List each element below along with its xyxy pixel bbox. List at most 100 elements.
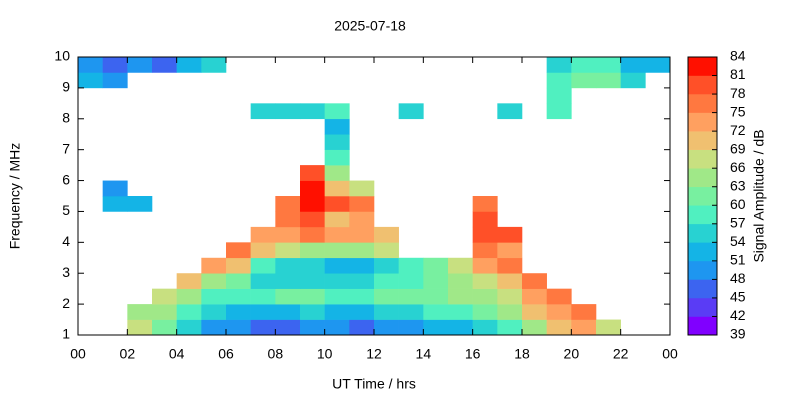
y-tick-label: 10 <box>54 48 70 64</box>
heat-cell <box>571 304 597 320</box>
heat-cell <box>324 319 350 336</box>
heat-cell <box>596 319 621 336</box>
heat-cell <box>620 57 646 73</box>
heat-cell <box>275 319 301 336</box>
heat-cell <box>300 196 325 212</box>
heat-cell <box>201 57 227 73</box>
colorbar-tick-label: 69 <box>730 140 746 156</box>
heat-cell <box>226 319 251 336</box>
heat-cell <box>472 257 498 274</box>
heat-cell <box>127 57 153 73</box>
colorbar-band <box>688 223 717 243</box>
heat-cell <box>300 103 325 120</box>
colorbar-tick-label: 48 <box>730 270 746 286</box>
heat-cell <box>423 304 449 320</box>
heat-cell <box>250 304 276 320</box>
y-tick-label: 6 <box>62 171 70 187</box>
heat-cell <box>398 257 424 274</box>
heat-cell <box>275 211 301 228</box>
heat-cell <box>127 304 153 320</box>
colorbar-tick-label: 63 <box>730 177 746 193</box>
heat-cell <box>497 257 523 274</box>
heat-cell <box>226 304 251 320</box>
heat-cell <box>300 304 325 320</box>
colorbar-band <box>688 260 717 280</box>
y-axis-label: Frequency / MHz <box>7 143 23 250</box>
x-tick-label: 12 <box>366 346 382 362</box>
heat-cell <box>127 319 153 336</box>
heat-cell <box>349 196 375 212</box>
heat-cell <box>522 304 547 320</box>
y-tick-label: 3 <box>62 264 70 280</box>
heat-cell <box>374 242 399 259</box>
heat-cell <box>423 273 449 289</box>
heat-cell <box>546 319 572 336</box>
heat-cell <box>250 319 276 336</box>
heat-cell <box>102 180 128 197</box>
heat-cell <box>349 242 375 259</box>
heat-cell <box>374 304 399 320</box>
heat-cell <box>324 226 350 243</box>
heat-cell <box>546 304 572 320</box>
heat-cell <box>423 257 449 274</box>
heat-cell <box>497 288 523 305</box>
heat-cell <box>472 196 498 212</box>
y-tick-label: 2 <box>62 295 70 311</box>
heat-cell <box>324 242 350 259</box>
heat-cell <box>472 288 498 305</box>
heat-cell <box>176 319 202 336</box>
x-tick-label: 00 <box>662 346 678 362</box>
heat-cell <box>102 196 128 212</box>
colorbar-band <box>688 279 717 299</box>
colorbar-band <box>688 149 717 169</box>
heat-cell <box>250 273 276 289</box>
heat-cell <box>522 319 547 336</box>
heat-cell <box>201 288 227 305</box>
heat-cell <box>152 57 177 73</box>
heat-cell <box>275 196 301 212</box>
heat-cell <box>546 57 572 73</box>
heat-cell <box>349 257 375 274</box>
heat-cell <box>472 226 498 243</box>
heat-cell <box>423 288 449 305</box>
heat-cell <box>275 226 301 243</box>
heat-cell <box>398 319 424 336</box>
heat-cell <box>546 72 572 89</box>
colorbar-tick-label: 78 <box>730 85 746 101</box>
heat-cell <box>349 304 375 320</box>
y-tick-label: 7 <box>62 140 70 156</box>
heat-cell <box>324 103 350 120</box>
heat-cell <box>176 288 202 305</box>
heat-cell <box>324 304 350 320</box>
heat-cell <box>127 196 153 212</box>
heat-cell <box>324 196 350 212</box>
heat-cell <box>374 319 399 336</box>
heat-cell <box>472 304 498 320</box>
heat-cell <box>349 273 375 289</box>
colorbar-band <box>688 168 717 188</box>
heat-cell <box>374 273 399 289</box>
chart-title: 2025-07-18 <box>334 18 406 34</box>
heat-cell <box>226 288 251 305</box>
heat-cell <box>324 134 350 150</box>
heat-cell <box>571 57 597 73</box>
heat-cell <box>250 226 276 243</box>
y-tick-label: 8 <box>62 109 70 125</box>
colorbar-tick-label: 54 <box>730 233 746 249</box>
heat-cell <box>596 72 621 89</box>
colorbar-tick-label: 39 <box>730 326 746 342</box>
heat-cell <box>226 273 251 289</box>
heat-cell <box>275 103 301 120</box>
heat-cell <box>448 257 473 274</box>
colorbar-band <box>688 112 717 132</box>
heat-cell <box>300 211 325 228</box>
heat-cell <box>398 304 424 320</box>
heat-cell <box>300 288 325 305</box>
heat-cell <box>423 319 449 336</box>
x-tick-label: 08 <box>268 346 284 362</box>
x-tick-label: 10 <box>317 346 333 362</box>
heat-cell <box>300 165 325 181</box>
heat-cell <box>250 288 276 305</box>
x-tick-label: 20 <box>564 346 580 362</box>
heat-cell <box>571 319 597 336</box>
